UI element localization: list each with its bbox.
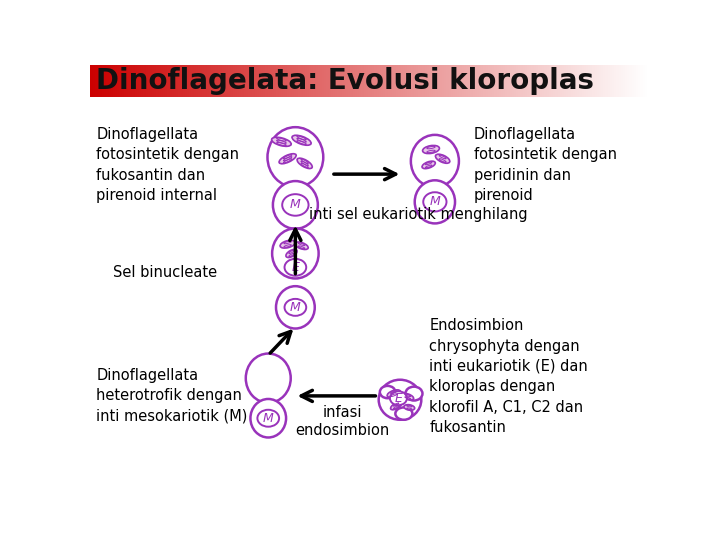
Ellipse shape (390, 402, 402, 410)
Text: M: M (263, 411, 274, 425)
Ellipse shape (272, 228, 319, 279)
Text: Dinoflagellata
fotosintetik dengan
fukosantin dan
pirenoid internal: Dinoflagellata fotosintetik dengan fukos… (96, 127, 239, 203)
Ellipse shape (422, 161, 436, 168)
Ellipse shape (404, 404, 415, 410)
Ellipse shape (282, 194, 309, 215)
Text: Dinoflagelata: Evolusi kloroplas: Dinoflagelata: Evolusi kloroplas (96, 67, 594, 95)
Ellipse shape (423, 192, 446, 212)
Text: E: E (292, 261, 300, 274)
Ellipse shape (271, 137, 291, 146)
Ellipse shape (284, 299, 306, 316)
Ellipse shape (423, 145, 439, 153)
Ellipse shape (387, 390, 400, 397)
Ellipse shape (279, 154, 296, 164)
Ellipse shape (280, 240, 295, 248)
Text: M: M (290, 198, 301, 212)
Ellipse shape (297, 158, 312, 168)
Text: E: E (395, 392, 402, 404)
Ellipse shape (436, 154, 450, 163)
Ellipse shape (246, 354, 291, 403)
Ellipse shape (402, 393, 414, 400)
Ellipse shape (395, 408, 413, 420)
Ellipse shape (258, 410, 279, 427)
Text: Endosimbion
chrysophyta dengan
inti eukariotik (E) dan
kloroplas dengan
klorofil: Endosimbion chrysophyta dengan inti euka… (429, 318, 588, 435)
Ellipse shape (273, 181, 318, 229)
Ellipse shape (276, 286, 315, 328)
Ellipse shape (284, 259, 306, 276)
Text: M: M (290, 301, 301, 314)
Text: Sel binucleate: Sel binucleate (113, 265, 217, 280)
Text: inti sel eukariotik menghilang: inti sel eukariotik menghilang (310, 207, 528, 222)
Ellipse shape (295, 242, 308, 249)
Ellipse shape (286, 249, 297, 258)
Ellipse shape (292, 136, 311, 145)
Ellipse shape (251, 399, 286, 437)
Ellipse shape (267, 127, 323, 187)
Ellipse shape (405, 387, 423, 401)
Ellipse shape (379, 380, 421, 420)
Ellipse shape (380, 386, 395, 398)
Text: infasi
endosimbion: infasi endosimbion (294, 404, 389, 438)
Ellipse shape (390, 392, 407, 405)
Ellipse shape (411, 135, 459, 187)
Text: Dinoflagellata
fotosintetik dengan
peridinin dan
pirenoid: Dinoflagellata fotosintetik dengan perid… (474, 127, 616, 203)
Text: M: M (430, 195, 440, 208)
Ellipse shape (415, 180, 455, 224)
Text: Dinoflagellata
heterotrofik dengan
inti mesokariotik (M): Dinoflagellata heterotrofik dengan inti … (96, 368, 248, 424)
